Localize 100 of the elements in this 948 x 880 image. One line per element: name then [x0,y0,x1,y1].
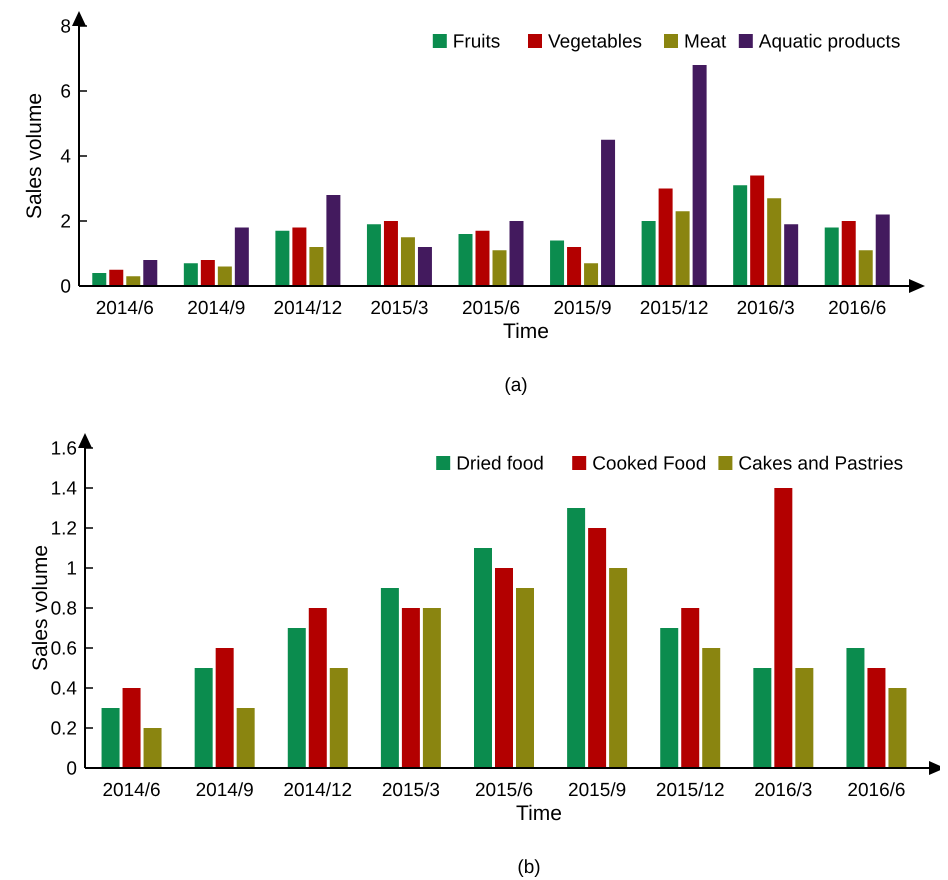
legend-label: Dried food [456,454,544,475]
x-axis-title: Time [503,320,549,343]
y-tick-label: 0.2 [50,718,77,740]
bar [330,668,348,768]
bar [702,648,720,768]
bar [109,270,124,286]
x-tick-label: 2015/6 [462,298,520,319]
bar [380,588,399,768]
bar [476,230,490,286]
y-tick-label: 0.4 [50,678,78,700]
bar [567,247,582,286]
bar [753,668,772,768]
y-tick-label: 0.8 [50,598,77,620]
y-tick-label: 1.2 [50,518,77,540]
bar [102,708,120,768]
x-tick-label: 2015/3 [370,298,429,319]
bar [588,528,606,768]
x-tick-label: 2014/12 [283,780,352,801]
bar [326,195,340,286]
bar [658,188,673,286]
bar [288,628,306,768]
y-tick-label: 1.4 [50,478,78,500]
bar [194,668,213,768]
x-tick-label: 2016/6 [828,298,886,319]
x-axis-title: Time [516,802,562,825]
bar [609,568,628,768]
bar [200,260,215,286]
x-tick-label: 2016/3 [754,780,812,801]
x-tick-label: 2016/6 [847,780,906,801]
x-tick-label: 2015/12 [656,780,725,801]
bar [144,728,162,768]
bar [750,176,764,286]
x-tick-label: 2015/3 [382,780,440,801]
bar [867,668,886,768]
x-tick-label: 2014/6 [102,780,161,801]
bar [567,508,586,768]
bar [122,688,141,768]
bar [692,65,707,286]
bar [474,548,492,768]
bar [458,234,472,286]
bar [676,211,690,286]
bar [601,140,616,286]
y-tick-label: 1 [66,558,77,580]
bar [184,263,198,286]
bar [418,247,432,286]
y-tick-label: 2 [60,212,71,233]
bar [846,648,864,768]
bar [642,221,656,286]
bar [888,688,906,768]
bar [402,608,420,768]
y-tick-label: 6 [60,82,71,103]
bar [216,648,234,768]
bar [275,230,290,286]
bar [784,224,798,286]
bar [795,668,814,768]
legend-label: Fruits [452,32,500,53]
bar [422,608,441,768]
bar [510,221,524,286]
x-tick-label: 2014/9 [196,780,254,801]
bar [492,250,506,286]
bar [584,263,598,286]
y-tick-label: 0 [60,276,71,298]
bar [384,221,398,286]
x-tick-label: 2016/3 [736,298,795,319]
bar [143,260,158,286]
bar [236,708,255,768]
bar [550,240,564,286]
bar [400,237,415,286]
x-tick-label: 2015/9 [553,298,612,319]
bar [681,608,700,768]
bar [842,221,856,286]
bar [308,608,327,768]
bar [824,228,839,286]
y-tick-label: 8 [60,16,71,38]
x-tick-label: 2015/6 [474,780,534,801]
bar [733,185,748,286]
legend-label: Cooked Food [592,454,706,475]
y-tick-label: 0.6 [50,638,77,660]
bar [309,247,324,286]
bar [516,588,534,768]
bar [92,273,106,286]
legend-label: Vegetables [548,32,642,53]
bar [767,198,782,286]
text: (a) [504,375,528,396]
y-tick-label: 0 [66,758,77,780]
legend-label: Cakes and Pastries [738,454,904,475]
x-tick-label: 2015/12 [640,298,708,319]
bar [876,214,890,286]
x-tick-label: 2015/9 [568,780,626,801]
x-tick-label: 2014/6 [96,298,154,319]
bar [858,250,873,286]
legend-label: Aquatic products [758,32,900,53]
x-tick-label: 2014/9 [187,298,246,319]
bar [495,568,513,768]
bar [292,228,306,286]
y-tick-label: 1.6 [50,438,77,460]
bar [366,224,381,286]
text: (b) [517,857,541,878]
y-axis-title: Sales volume [23,92,46,220]
legend-label: Meat [684,32,727,53]
